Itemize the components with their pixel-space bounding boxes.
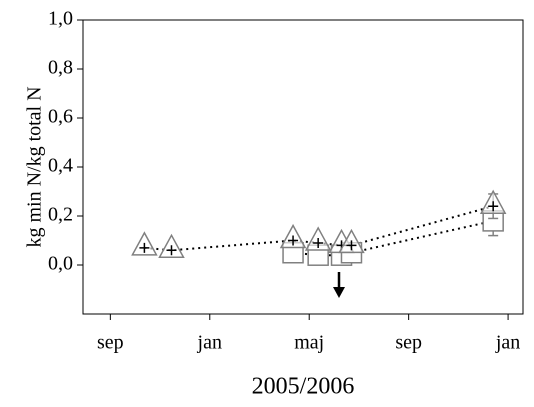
plus-marker bbox=[313, 237, 324, 248]
arrow bbox=[333, 272, 345, 298]
y-tick-label: 0,2 bbox=[48, 204, 73, 226]
plus-marker bbox=[346, 240, 357, 251]
plus-marker bbox=[488, 201, 499, 212]
x-tick-label: sep bbox=[395, 332, 422, 354]
y-axis-label: kg min N/kg total N bbox=[24, 86, 46, 247]
x-tick-label: maj bbox=[294, 332, 324, 354]
y-tick-label: 0,0 bbox=[48, 253, 73, 275]
plus-marker bbox=[288, 235, 299, 246]
plot-frame bbox=[82, 19, 524, 315]
x-tick-label: jan bbox=[495, 332, 520, 354]
y-tick-label: 0,4 bbox=[48, 155, 73, 177]
x-tick-label: sep bbox=[97, 332, 124, 354]
plus-marker bbox=[166, 245, 177, 256]
x-axis-label: 2005/2006 bbox=[252, 374, 355, 400]
y-tick-label: 0,8 bbox=[48, 57, 73, 79]
y-tick-label: 1,0 bbox=[48, 8, 73, 30]
x-tick-label: jan bbox=[197, 332, 222, 354]
y-tick-label: 0,6 bbox=[48, 106, 73, 128]
plus-marker bbox=[139, 242, 150, 253]
